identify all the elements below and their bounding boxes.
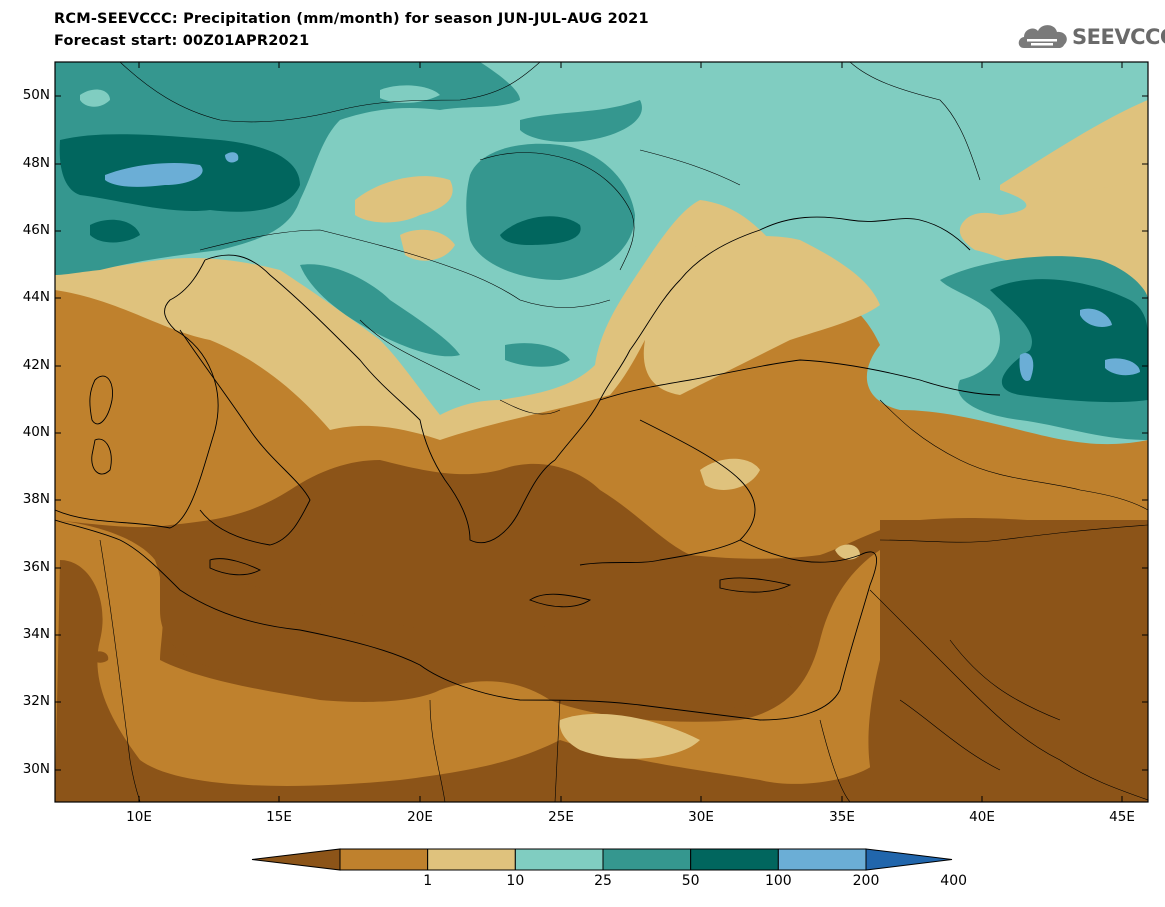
cloud-icon (1018, 25, 1067, 48)
lat-label: 40N (22, 424, 50, 440)
map-title: RCM-SEEVCCC: Precipitation (mm/month) fo… (54, 11, 649, 27)
colorbar-segment (602, 848, 692, 871)
map-frame (54, 61, 1149, 803)
lon-label: 45E (1109, 809, 1135, 825)
lat-label: 48N (22, 155, 50, 171)
seevccc-logo: SEEVCCC (1016, 20, 1165, 54)
lat-label: 36N (22, 559, 50, 575)
lon-label: 40E (969, 809, 995, 825)
region-50-100-carpathians (466, 143, 635, 280)
coastlines (55, 216, 1001, 721)
colorbar-segment (865, 848, 953, 871)
lat-label: 34N (22, 626, 50, 642)
borders (99, 62, 1148, 802)
lon-label: 15E (266, 809, 292, 825)
lon-label: 30E (688, 809, 714, 825)
colorbar-segment (690, 848, 779, 871)
lat-label: 38N (22, 491, 50, 507)
precipitation-field (55, 62, 1148, 802)
lat-label: 44N (22, 289, 50, 305)
colorbar-segment (427, 848, 516, 871)
lat-label: 30N (22, 761, 50, 777)
colorbar-label: 400 (940, 873, 968, 889)
lat-label: 46N (22, 222, 50, 238)
colorbar-segment (339, 848, 429, 871)
colorbar-label: 1 (423, 873, 433, 889)
lon-label: 20E (407, 809, 433, 825)
lat-label: 32N (22, 693, 50, 709)
lat-label: 42N (22, 357, 50, 373)
colorbar-segment (777, 848, 867, 871)
region-200-400 (105, 163, 203, 187)
forecast-start-subtitle: Forecast start: 00Z01APR2021 (54, 33, 310, 49)
colorbar-segment (251, 848, 341, 871)
tick-marks (55, 62, 1148, 802)
lon-label: 25E (548, 809, 574, 825)
colorbar-label: 50 (681, 873, 700, 889)
lat-label: 50N (22, 87, 50, 103)
lon-label: 35E (829, 809, 855, 825)
colorbar-label: 100 (764, 873, 792, 889)
colorbar-label: 25 (594, 873, 612, 889)
lon-label: 10E (126, 809, 152, 825)
colorbar-segment (514, 848, 604, 871)
colorbar-label: 10 (506, 873, 525, 889)
colorbar-label: 200 (852, 873, 880, 889)
